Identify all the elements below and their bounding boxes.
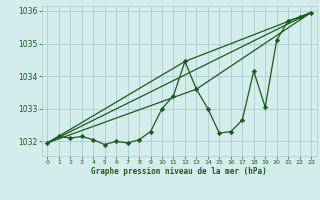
X-axis label: Graphe pression niveau de la mer (hPa): Graphe pression niveau de la mer (hPa): [91, 167, 267, 176]
